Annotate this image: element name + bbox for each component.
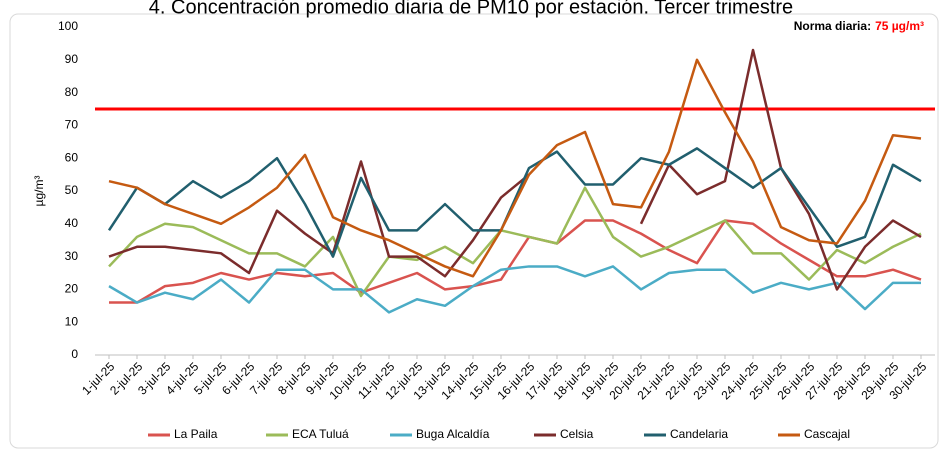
legend-label: La Paila	[174, 427, 218, 441]
y-tick-label: 10	[65, 314, 79, 328]
legend-label: Celsia	[560, 427, 594, 441]
y-tick-label: 50	[65, 183, 79, 197]
y-tick-label: 60	[65, 150, 79, 164]
series-line	[107, 147, 922, 258]
y-tick-label: 30	[65, 249, 79, 263]
series-line	[108, 58, 922, 278]
y-tick-label: 20	[65, 282, 79, 296]
y-tick-label: 40	[65, 216, 79, 230]
y-tick-label: 90	[65, 52, 79, 66]
legend-label: Buga Alcaldía	[416, 427, 490, 441]
series-line	[109, 219, 922, 304]
legend-label: Cascajal	[804, 427, 850, 441]
series-line	[108, 265, 921, 314]
y-tick-label: 70	[65, 118, 79, 132]
norm-value: 75 µg/m³	[875, 19, 924, 33]
y-tick-label: 80	[65, 85, 79, 99]
norm-label: Norma diaria: 75 µg/m³	[794, 19, 924, 33]
chart-title: 4. Concentración promedio diaria de PM10…	[149, 0, 793, 18]
y-tick-label: 0	[71, 347, 78, 361]
legend-label: ECA Tuluá	[292, 427, 349, 441]
legend-label: Candelaria	[670, 427, 728, 441]
y-axis-label: µg/m³	[32, 176, 46, 207]
norm-text: Norma diaria:	[794, 19, 871, 33]
y-tick-label: 100	[58, 19, 78, 33]
series-line	[108, 186, 922, 298]
